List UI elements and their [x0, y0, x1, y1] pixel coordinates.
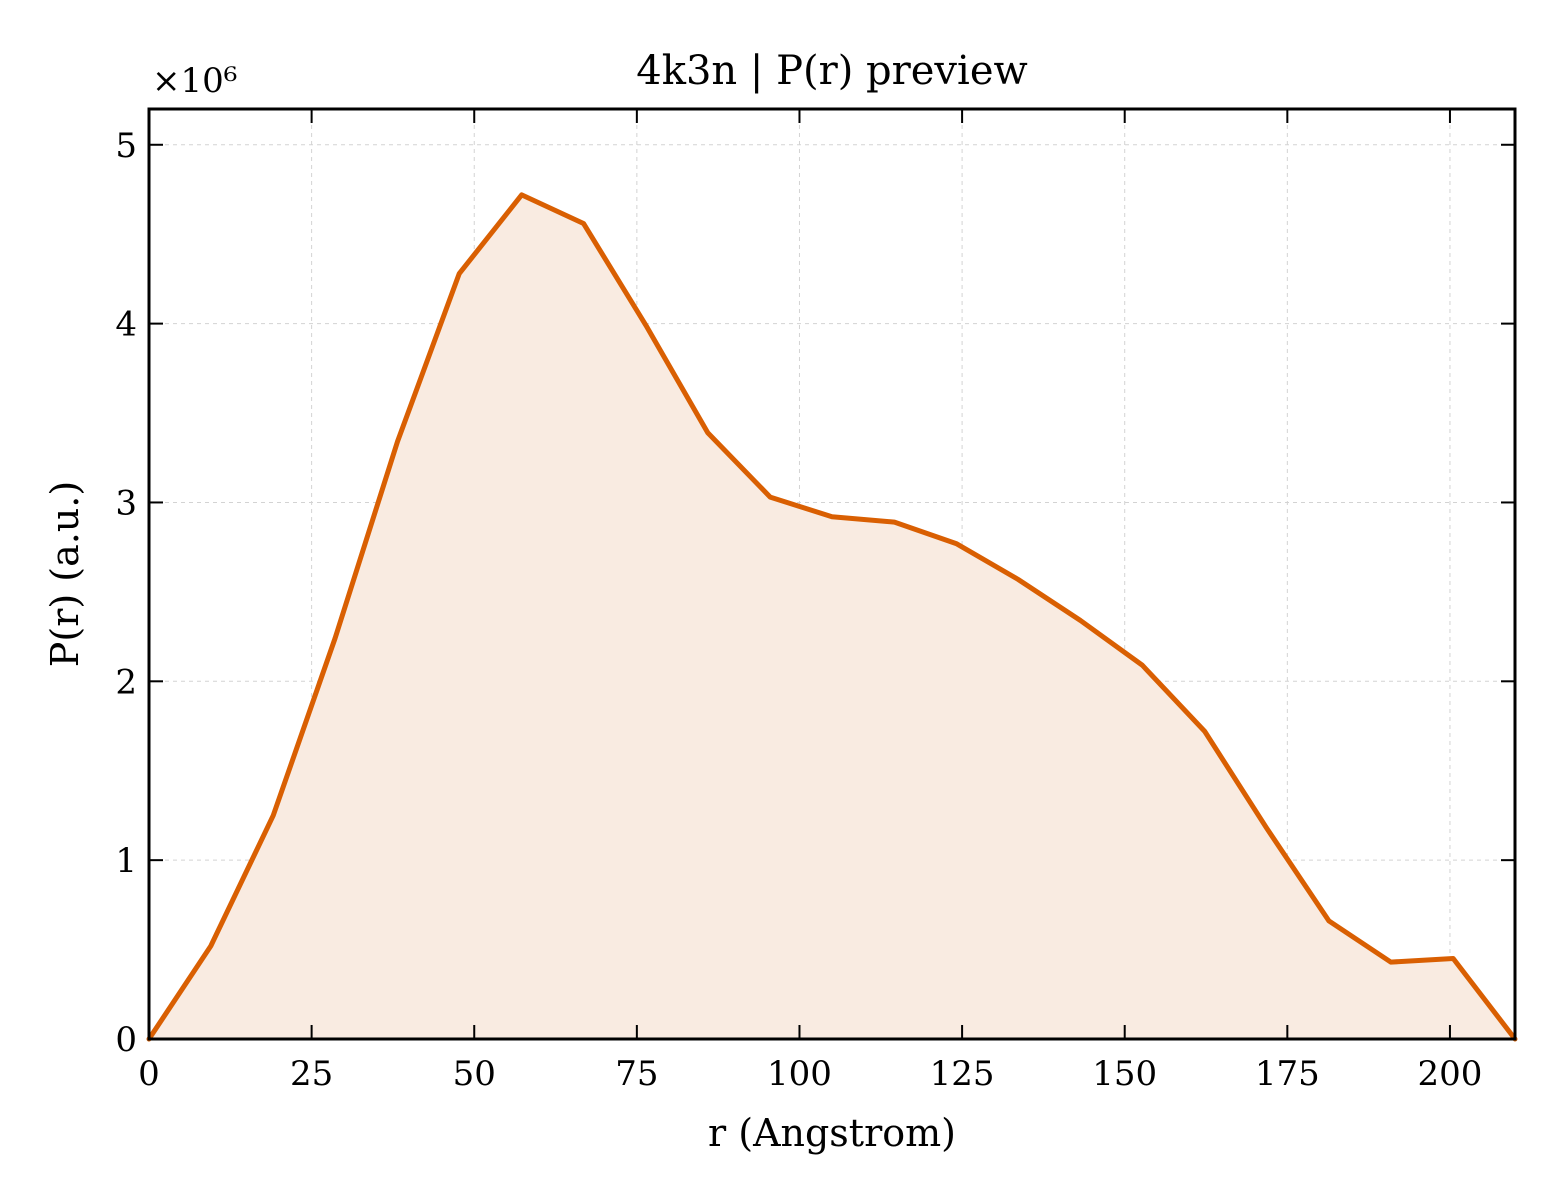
- series-line: [146, 192, 1518, 1042]
- y-tick-label: 4: [115, 305, 137, 345]
- y-tick-label: 1: [115, 841, 137, 881]
- y-tick-label: 3: [115, 483, 137, 523]
- x-tick-label: 150: [1092, 1054, 1157, 1094]
- plot-frame: [147, 107, 1517, 1041]
- chart-title: 4k3n | P(r) preview: [636, 48, 1027, 94]
- x-tick-label: 175: [1255, 1054, 1320, 1094]
- y-tick-label: 2: [115, 662, 137, 702]
- y-multiplier-label: ×10⁶: [152, 61, 237, 101]
- x-tick-label: 0: [138, 1054, 160, 1094]
- y-axis: 0 1 2 3 4 5: [115, 126, 1515, 1060]
- x-tick-label: 125: [930, 1054, 995, 1094]
- x-tick-label: 75: [615, 1054, 658, 1094]
- x-tick-label: 50: [453, 1054, 496, 1094]
- x-axis: 0 25 50 75 100 125 150 175 200: [138, 109, 1482, 1094]
- y-tick-label: 0: [115, 1020, 137, 1060]
- x-tick-label: 200: [1417, 1054, 1482, 1094]
- x-tick-label: 100: [767, 1054, 832, 1094]
- y-axis-label: P(r) (a.u.): [43, 481, 87, 667]
- x-axis-label: r (Angstrom): [708, 1111, 956, 1155]
- x-tick-label: 25: [290, 1054, 333, 1094]
- y-tick-label: 5: [115, 126, 137, 166]
- area-fill: [149, 194, 1515, 1040]
